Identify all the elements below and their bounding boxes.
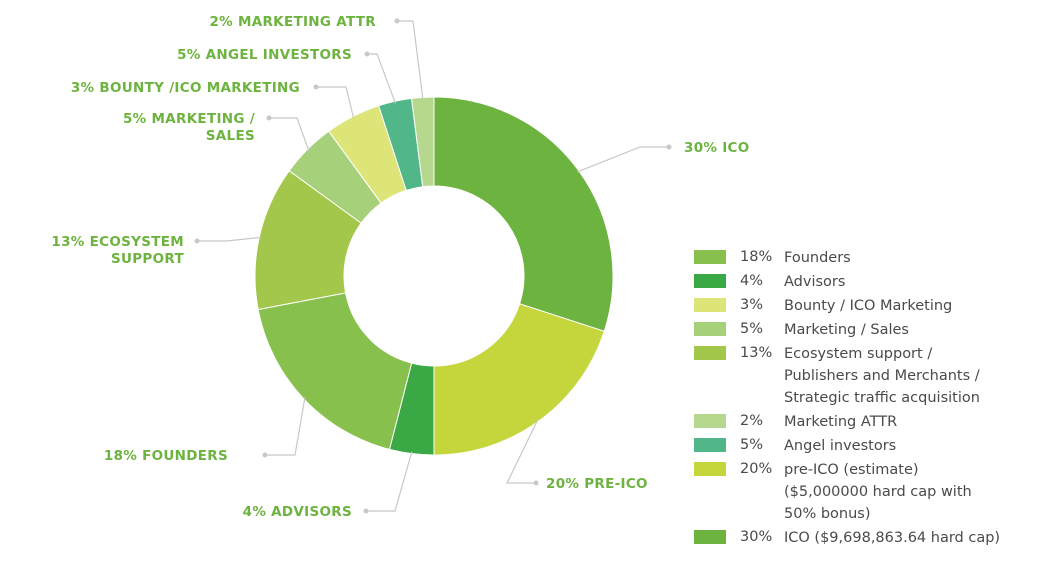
legend-label: Advisors bbox=[784, 274, 846, 290]
legend-item-bounty-ico-marketing: 3% Bounty / ICO Marketing bbox=[694, 295, 1039, 317]
legend-item-founders: 18% Founders bbox=[694, 247, 1039, 269]
callout-5-marketing-sales: 5% MARKETING / SALES bbox=[123, 111, 255, 144]
leader-dot bbox=[666, 144, 672, 150]
callout-13-ecosystem-support: 13% ECOSYSTEM SUPPORT bbox=[51, 234, 184, 267]
leader-line bbox=[397, 20, 424, 100]
legend-percent: 18% bbox=[740, 249, 773, 265]
legend-item-pre-ico-estimate: 20% pre-ICO (estimate) ($5,000000 hard ca… bbox=[694, 459, 1039, 525]
leader-line bbox=[197, 236, 262, 242]
legend-percent: 5% bbox=[740, 437, 764, 453]
legend-label: Angel investors bbox=[784, 438, 897, 454]
legend-swatch bbox=[694, 322, 726, 336]
legend-percent: 2% bbox=[740, 413, 764, 429]
legend-swatch bbox=[694, 414, 726, 428]
legend-swatch bbox=[694, 462, 726, 476]
legend-item-marketing-attr: 2% Marketing ATTR bbox=[694, 411, 1039, 433]
leader-dot bbox=[313, 84, 319, 90]
legend-swatch bbox=[694, 346, 726, 360]
legend-percent: 3% bbox=[740, 297, 764, 313]
leader-dot bbox=[262, 452, 268, 458]
callout-2-marketing-attr: 2% MARKETING ATTR bbox=[209, 14, 376, 30]
legend-item-ecosystem-support: 13% Ecosystem support / Publishers and Me… bbox=[694, 343, 1039, 409]
legend-percent: 30% bbox=[740, 529, 773, 545]
leader-dot bbox=[194, 238, 200, 244]
slice-2-marketing-attr bbox=[411, 96, 435, 188]
legend-item-angel-investors: 5% Angel investors bbox=[694, 435, 1039, 457]
slice-20-pre-ico bbox=[433, 303, 605, 456]
legend-label: Bounty / ICO Marketing bbox=[784, 298, 953, 314]
legend-swatch bbox=[694, 530, 726, 544]
legend-label: Ecosystem support / Publishers and Merch… bbox=[784, 346, 980, 406]
legend-label: Founders bbox=[784, 250, 851, 266]
leader-line bbox=[316, 86, 355, 119]
leader-line bbox=[506, 418, 539, 484]
callout-18-founders: 18% FOUNDERS bbox=[104, 448, 228, 464]
legend-percent: 4% bbox=[740, 273, 764, 289]
callout-30-ico: 30% ICO bbox=[684, 140, 750, 156]
callout-5-angel-investors: 5% ANGEL INVESTORS bbox=[177, 47, 352, 63]
leader-line bbox=[576, 146, 669, 173]
legend-label: Marketing ATTR bbox=[784, 414, 898, 430]
leader-dot bbox=[266, 115, 272, 121]
callout-20-pre-ico: 20% PRE-ICO bbox=[546, 476, 648, 492]
legend-item-advisors: 4% Advisors bbox=[694, 271, 1039, 293]
leader-dot bbox=[363, 508, 369, 514]
legend-swatch bbox=[694, 438, 726, 452]
slice-18-founders bbox=[257, 292, 413, 450]
legend-percent: 5% bbox=[740, 321, 764, 337]
legend-label: pre-ICO (estimate) ($5,000000 hard cap w… bbox=[784, 462, 972, 522]
leader-line bbox=[265, 397, 306, 456]
leader-dot bbox=[364, 51, 370, 57]
legend-swatch bbox=[694, 274, 726, 288]
callout-3-bounty-ico-marketing: 3% BOUNTY /ICO MARKETING bbox=[71, 80, 300, 96]
legend-swatch bbox=[694, 250, 726, 264]
legend-percent: 13% bbox=[740, 345, 773, 361]
leader-dot bbox=[394, 18, 400, 24]
legend-label: Marketing / Sales bbox=[784, 322, 909, 338]
legend-item-marketing-sales: 5% Marketing / Sales bbox=[694, 319, 1039, 341]
leader-dot bbox=[533, 480, 539, 486]
legend-swatch bbox=[694, 298, 726, 312]
slice-30-ico bbox=[433, 96, 614, 332]
legend-percent: 20% bbox=[740, 461, 773, 477]
legend: 18% Founders 4% Advisors 3% Bounty / ICO Mark… bbox=[694, 247, 1039, 551]
legend-label: ICO ($9,698,863.64 hard cap) bbox=[784, 530, 1001, 546]
callout-4-advisors: 4% ADVISORS bbox=[243, 504, 352, 520]
legend-item-ico-9-698-863-64-hard-cap: 30% ICO ($9,698,863.64 hard cap) bbox=[694, 527, 1039, 549]
leader-line bbox=[366, 451, 413, 512]
leader-line bbox=[269, 117, 310, 152]
leader-line bbox=[367, 53, 396, 104]
